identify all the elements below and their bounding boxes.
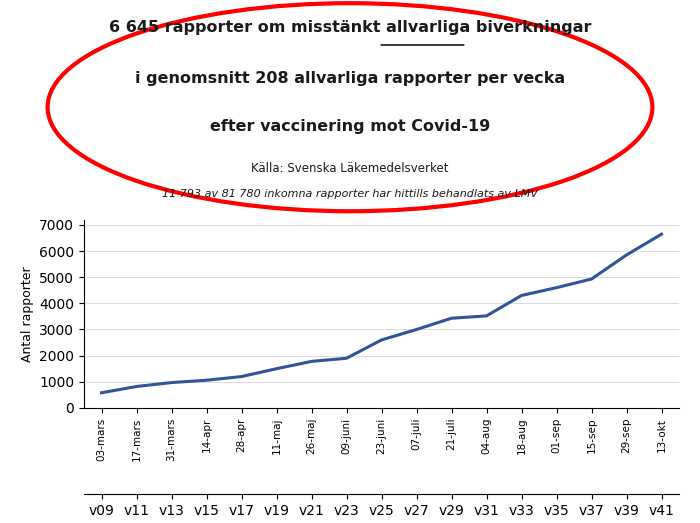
Text: Källa: Svenska Läkemedelsverket: Källa: Svenska Läkemedelsverket — [251, 162, 449, 175]
Text: efter vaccinering mot Covid-19: efter vaccinering mot Covid-19 — [210, 119, 490, 134]
Y-axis label: Antal rapporter: Antal rapporter — [20, 266, 34, 361]
Text: 11 793 av 81 780 inkomna rapporter har hittills behandlats av LMV: 11 793 av 81 780 inkomna rapporter har h… — [162, 189, 538, 199]
Text: 6 645 rapporter om misstänkt allvarliga biverkningar: 6 645 rapporter om misstänkt allvarliga … — [108, 19, 592, 35]
Text: i genomsnitt 208 allvarliga rapporter per vecka: i genomsnitt 208 allvarliga rapporter pe… — [135, 71, 565, 85]
